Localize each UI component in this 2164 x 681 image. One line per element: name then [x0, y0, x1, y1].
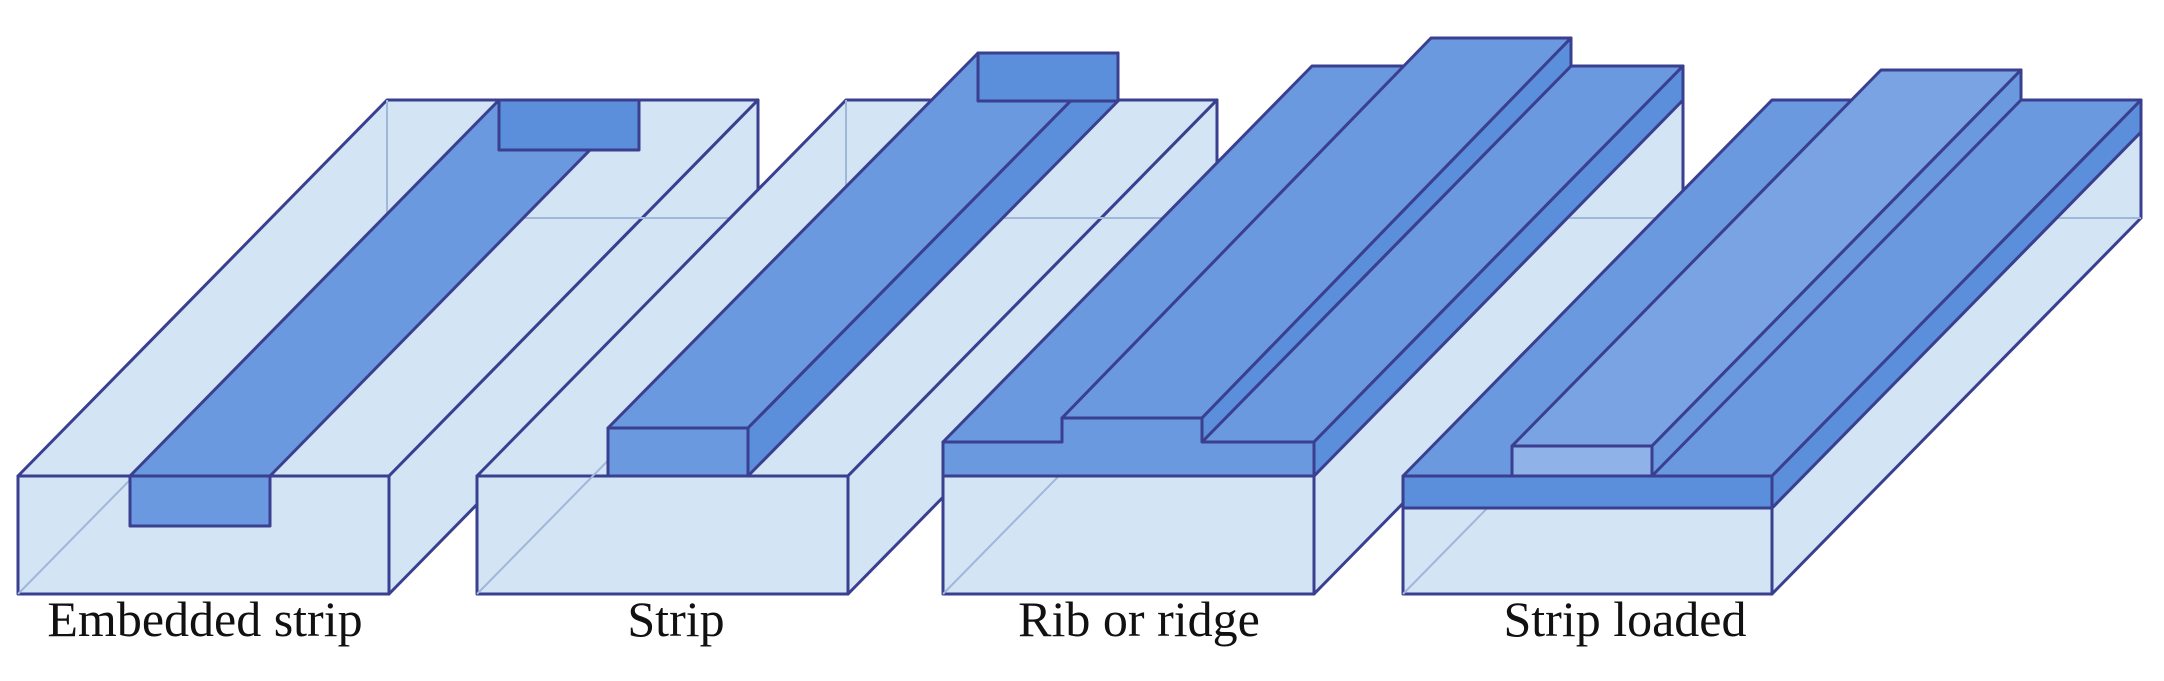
embedded-strip-waveguide — [16, 98, 760, 596]
embedded-strip-core-far-end — [497, 98, 641, 152]
strip-loaded-waveguide — [1401, 68, 2143, 596]
strip-loaded-film-front — [1401, 474, 1774, 510]
caption-rib-or-ridge: Rib or ridge — [1018, 591, 1260, 647]
strip-ridge-front — [606, 426, 750, 478]
rib-front-profile — [941, 416, 1316, 478]
rib-substrate-front — [941, 474, 1316, 596]
strip-loaded-substrate-front — [1401, 506, 1774, 596]
caption-strip-loaded: Strip loaded — [1503, 591, 1747, 647]
caption-strip: Strip — [627, 591, 725, 647]
strip-waveguide — [475, 51, 1219, 596]
rib-or-ridge-waveguide — [941, 36, 1685, 596]
strip-ridge-far-end — [976, 51, 1120, 103]
strip-substrate-front — [475, 474, 850, 596]
caption-embedded-strip: Embedded strip — [47, 591, 363, 647]
strip-loaded-strip-front — [1510, 444, 1654, 478]
embedded-strip-core-front — [128, 474, 272, 528]
